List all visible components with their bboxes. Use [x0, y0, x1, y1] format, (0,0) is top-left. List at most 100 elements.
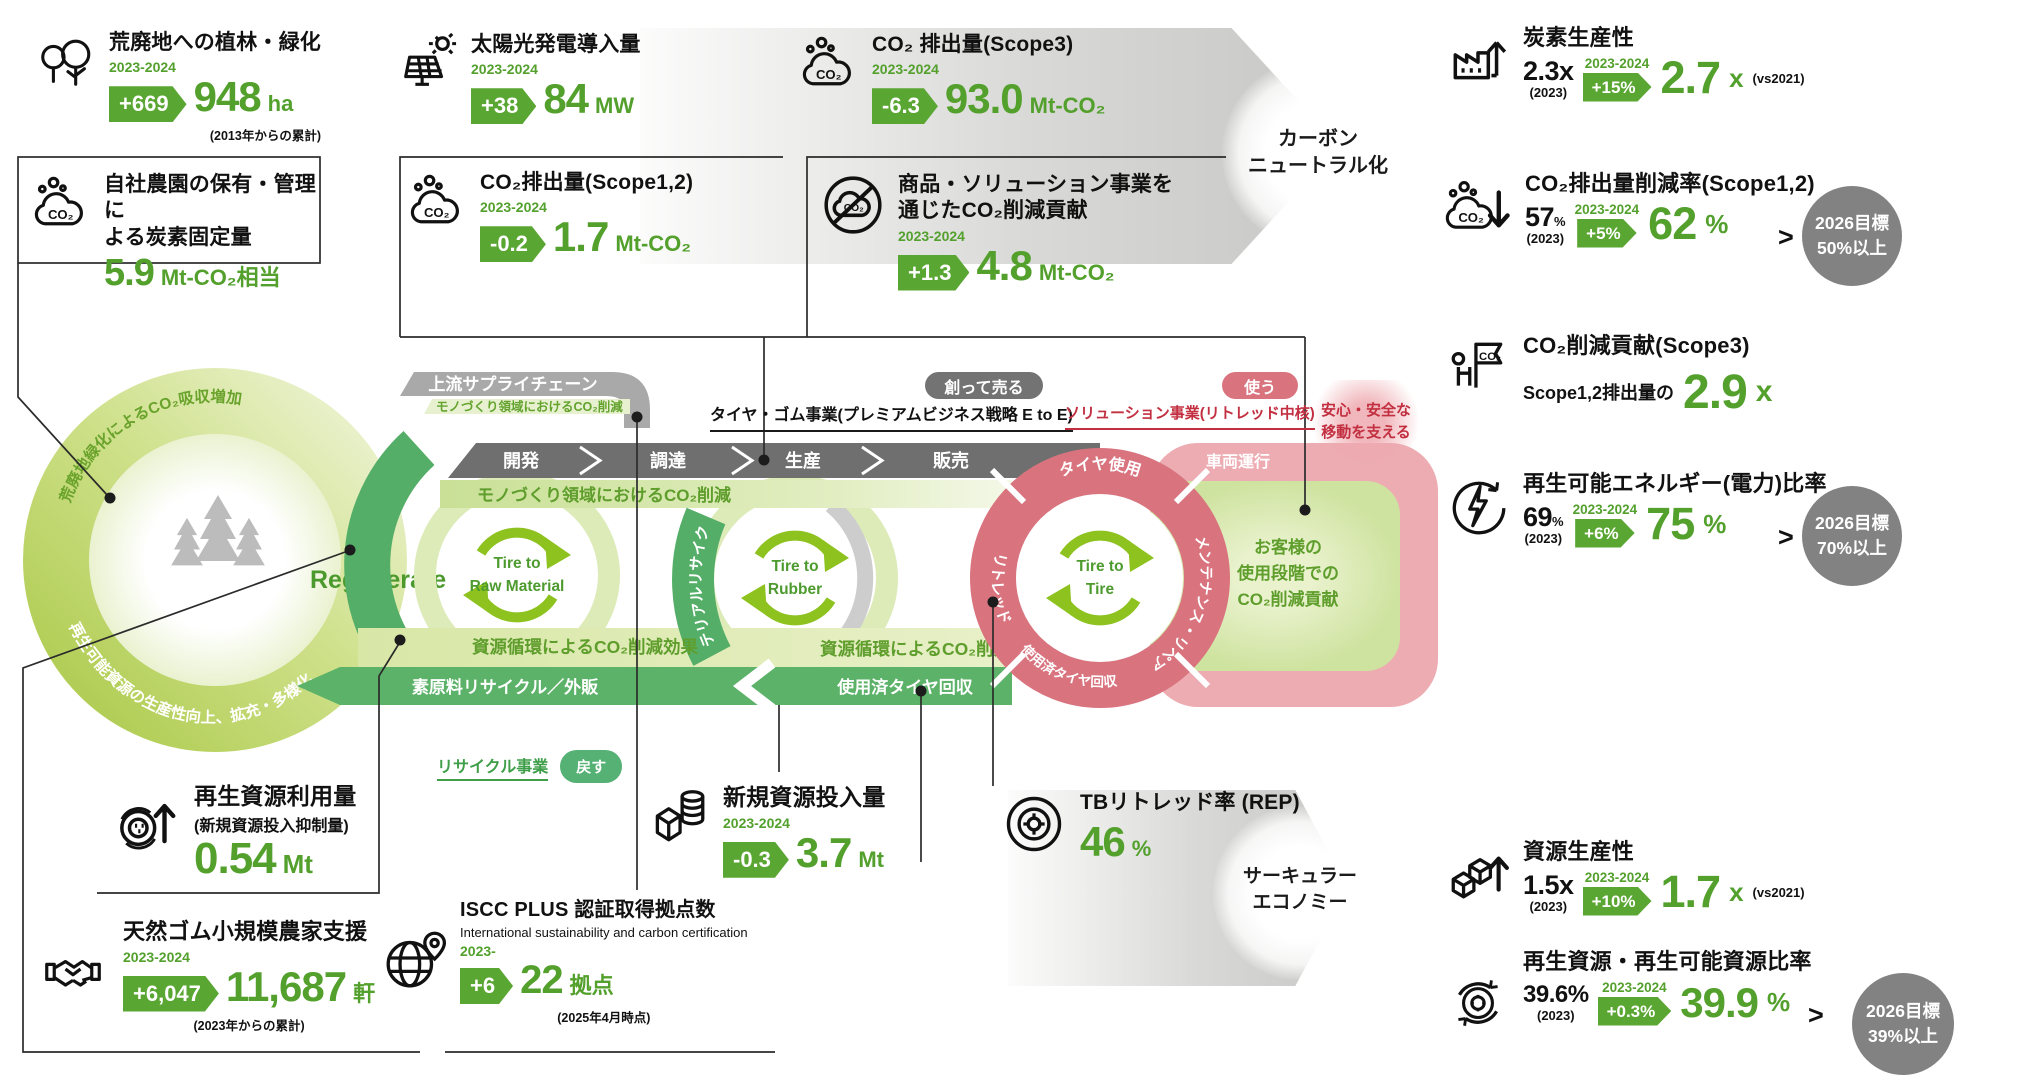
delta-badge: -6.3	[872, 88, 938, 124]
goal-arrow: >	[1778, 222, 1794, 252]
svg-text:CO₂: CO₂	[844, 203, 864, 214]
goal-badge-scope12: 2026目標 50%以上	[1802, 186, 1902, 286]
svg-text:CO₂: CO₂	[1479, 351, 1501, 363]
goal-badge-recycled: 2026目標 39%以上	[1852, 973, 1954, 1075]
process-step-dev: 開発	[503, 450, 540, 471]
delta-badge: +38	[471, 88, 536, 124]
card-farm-fixation: CO₂ 自社農園の保有・管理に よる炭素固定量 5.9 Mt-CO₂相当	[32, 172, 317, 292]
tire-business-label: タイヤ・ゴム事業(プレミアムビジネス戦略 E to E)	[710, 401, 1073, 432]
svg-text:使用段階での: 使用段階での	[1236, 563, 1339, 583]
safe-mobility-label: 安心・安全な 移動を支える	[1302, 380, 1430, 464]
card-tb-retread: TBリトレッド率 (REP) 46 %	[1000, 790, 1330, 863]
connector-dots	[104, 411, 1311, 697]
co2-cloud-down-icon: CO₂	[1443, 170, 1513, 250]
card-co2-contribution: CO₂ CO₂削減貢献(Scope3) Scope1,2排出量の 2.9 x	[1445, 332, 1865, 416]
svg-text:モノづくり領域におけるCO₂削減: モノづくり領域におけるCO₂削減	[436, 399, 623, 414]
delta-badge: -0.3	[723, 842, 789, 878]
svg-text:Rubber: Rubber	[768, 581, 822, 598]
co2-cloud-icon: CO₂	[802, 36, 851, 86]
card-scope12: CO₂ CO₂排出量(Scope1,2) 2023-2024 -0.2 1.7 …	[408, 170, 738, 262]
svg-text:お客様の: お客様の	[1254, 537, 1322, 557]
delta-badge: +15%	[1583, 73, 1652, 102]
co2-flag-icon: CO₂	[1451, 342, 1503, 390]
card-co2-reduction-rate: CO₂ CO₂排出量削減率(Scope1,2) 57% (2023) 2023-2…	[1443, 170, 1863, 250]
factory-up-icon	[1445, 24, 1511, 90]
used-collection-band-label: 使用済タイヤ回収	[836, 677, 973, 697]
carbon-neutral-label: カーボン ニュートラル化	[1248, 128, 1388, 177]
tire-icon	[1006, 796, 1062, 852]
svg-text:CO₂: CO₂	[48, 207, 74, 222]
svg-text:CO₂: CO₂	[816, 67, 842, 82]
card-rubber-farmers: 天然ゴム小規模農家支援 2023-2024 +6,047 11,687 軒 (2…	[35, 918, 435, 1034]
vehicle-ops-label: 車両運行	[1206, 452, 1270, 471]
solar-panel-icon	[404, 32, 458, 86]
card-virgin-input: 新規資源投入量 2023-2024 -0.3 3.7 Mt	[645, 783, 965, 878]
svg-text:Tire to: Tire to	[1076, 558, 1123, 575]
upstream-banner: 上流サプライチェーン モノづくり領域におけるCO₂削減	[400, 372, 650, 428]
delta-badge: +669	[109, 86, 187, 122]
tire-up-icon	[112, 782, 182, 852]
card-afforestation: 荒廃地への植林・緑化 2023-2024 +669 948 ha (2013年か…	[35, 30, 335, 144]
delta-badge: +6	[460, 968, 513, 1004]
card-recycled-usage: 再生資源利用量 (新規資源投入抑制量) 0.54 Mt	[112, 782, 392, 880]
process-step-prod: 生産	[785, 450, 821, 471]
delta-badge: -0.2	[480, 226, 546, 262]
svg-text:Tire to: Tire to	[493, 555, 540, 572]
mono-band-label: モノづくり領域におけるCO₂削減	[477, 485, 731, 505]
goal-badge-renewable: 2026目標 70%以上	[1802, 486, 1902, 586]
svg-text:Tire: Tire	[1086, 581, 1115, 598]
svg-text:上流サプライチェーン: 上流サプライチェーン	[428, 374, 597, 394]
delta-badge: +10%	[1583, 887, 1652, 916]
create-sell-pill: 創って売る	[925, 372, 1043, 399]
process-bar: 開発 調達 生産 販売	[448, 443, 1100, 478]
svg-text:CO₂: CO₂	[424, 205, 450, 220]
co2-cloud-icon: CO₂	[410, 174, 459, 224]
tire-to-raw-material-badge: Tire to Raw Material	[463, 529, 571, 621]
tire-to-tire-badge: Tire to Tire	[1046, 532, 1154, 624]
band-chevron-notch	[732, 658, 776, 714]
process-step-sales: 販売	[933, 450, 969, 471]
tire-to-rubber-badge: Tire to Rubber	[741, 532, 849, 624]
card-recycled-ratio: 再生資源・再生可能資源比率 39.6% (2023) 2023-2024 +0.3%…	[1445, 948, 1865, 1034]
card-resource-productivity: 資源生産性 1.5x (2023) 2023-2024 +10% 1.7 x (vs…	[1445, 838, 1865, 916]
goal-arrow: >	[1808, 1000, 1824, 1030]
co2-cloud-icon: CO₂	[34, 176, 83, 226]
svg-text:CO₂: CO₂	[1458, 210, 1484, 225]
use-pill: 使う	[1222, 372, 1298, 399]
svg-text:Raw Material: Raw Material	[470, 578, 565, 595]
carbon-neutral-glow	[1222, 58, 1412, 248]
card-solar: 太陽光発電導入量 2023-2024 +38 84 MW	[395, 32, 685, 124]
co2-reduction-ban-icon: CO₂	[824, 176, 882, 234]
circular-economy-glow	[1213, 806, 1387, 980]
recycle-business-label: リサイクル事業 戻す	[437, 750, 623, 783]
renewable-energy-icon	[1452, 480, 1506, 535]
circular-economy-label: サーキュラー エコノミー	[1242, 866, 1357, 913]
resource-effect-label-1: 資源循環によるCO₂削減効果	[472, 637, 699, 657]
return-pill: 戻す	[560, 750, 623, 783]
svg-text:CO₂削減貢献: CO₂削減貢献	[1237, 589, 1338, 609]
solution-business-label: ソリューション事業(リトレッド中核)	[1065, 402, 1315, 430]
raw-materials-icon	[655, 790, 705, 842]
cubes-up-icon	[1445, 838, 1511, 904]
svg-text:Tire to: Tire to	[771, 558, 818, 575]
card-iscc: ISCC PLUS 認証取得拠点数 International sustaina…	[382, 898, 782, 1026]
material-recycle-arc	[672, 507, 731, 666]
delta-badge: +6,047	[123, 976, 219, 1012]
mono-band	[440, 480, 1012, 508]
card-solution-contribution: CO₂ 商品・ソリューション事業を 通じたCO₂削減貢献 2023-2024 +…	[820, 172, 1220, 291]
delta-badge: +6%	[1575, 519, 1635, 548]
delta-badge: +1.3	[898, 255, 969, 291]
tire-recycle-icon	[1456, 978, 1500, 1028]
goal-arrow: >	[1778, 522, 1794, 552]
solution-ring: タイヤ使用 メンテナンス・リペア リトレッド 使用済タイヤ回収	[970, 448, 1230, 708]
card-scope3: CO₂ CO₂ 排出量(Scope3) 2023-2024 -6.3 93.0 …	[800, 32, 1130, 124]
raw-recycle-band	[297, 667, 1012, 705]
process-step-proc: 調達	[650, 450, 686, 471]
delta-badge: +5%	[1577, 219, 1637, 248]
trees-icon	[41, 39, 91, 86]
card-renewable-energy: 再生可能エネルギー(電力)比率 69% (2023) 2023-2024 +6% 7…	[1445, 470, 1865, 548]
handshake-icon	[45, 959, 101, 987]
delta-badge: +0.3%	[1598, 997, 1672, 1026]
card-carbon-productivity: 炭素生産性 2.3x (2023) 2023-2024 +15% 2.7 x (vs…	[1445, 24, 1865, 102]
raw-recycle-label: 素原料リサイクル／外販	[412, 677, 599, 697]
